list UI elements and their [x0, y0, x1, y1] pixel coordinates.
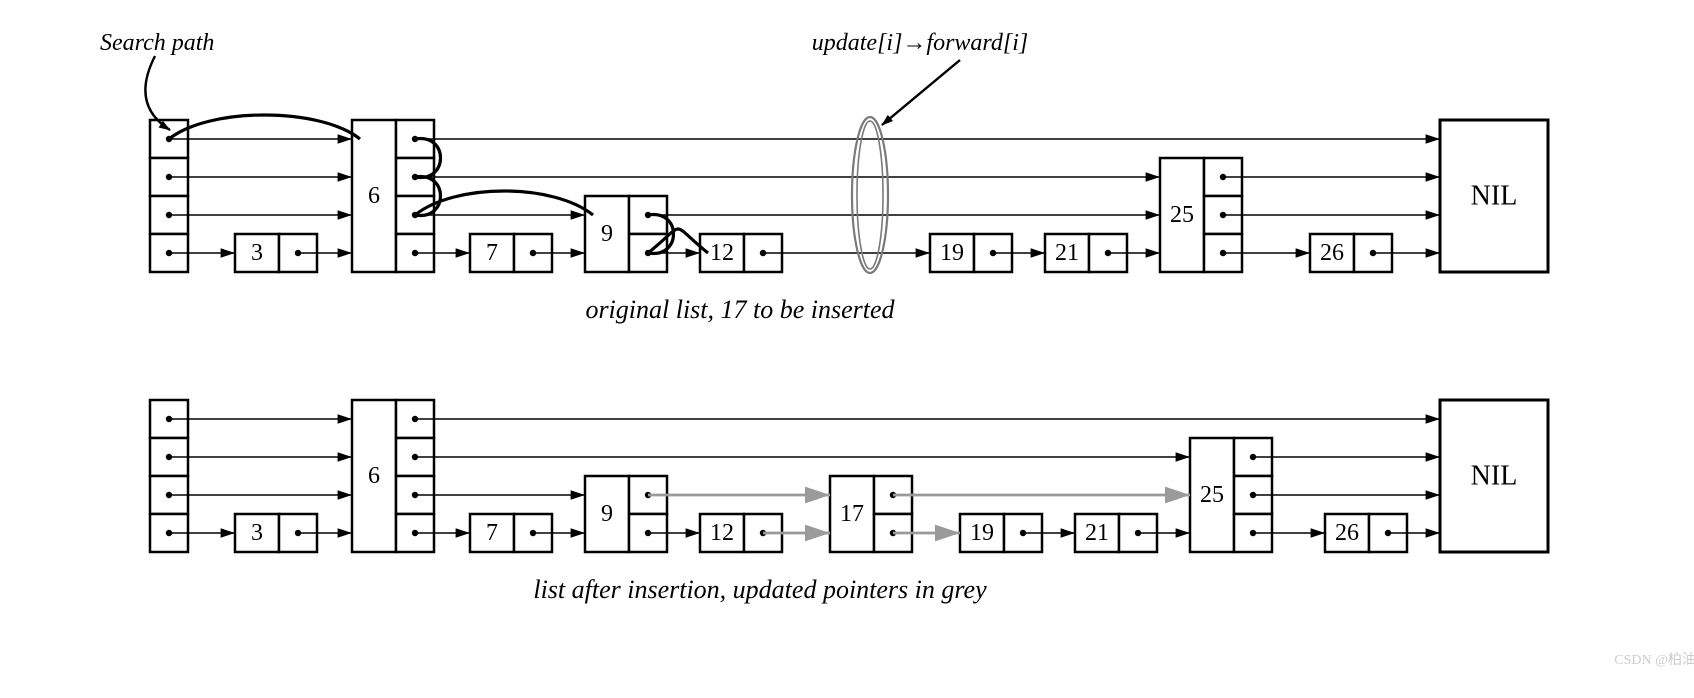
svg-text:7: 7	[486, 240, 498, 266]
svg-text:26: 26	[1320, 240, 1344, 266]
svg-text:list after insertion, updated: list after insertion, updated pointers i…	[533, 575, 987, 604]
svg-text:19: 19	[940, 240, 964, 266]
svg-text:21: 21	[1055, 240, 1079, 266]
svg-text:25: 25	[1170, 202, 1194, 228]
svg-text:3: 3	[251, 240, 263, 266]
svg-text:17: 17	[840, 501, 864, 527]
svg-text:19: 19	[970, 520, 994, 546]
svg-text:Search path: Search path	[100, 30, 214, 56]
svg-text:6: 6	[368, 463, 380, 489]
svg-text:12: 12	[710, 520, 734, 546]
svg-text:update[i]→forward[i]: update[i]→forward[i]	[812, 30, 1028, 56]
svg-text:12: 12	[710, 240, 734, 266]
svg-text:7: 7	[486, 520, 498, 546]
svg-text:3: 3	[251, 520, 263, 546]
svg-text:original list, 17 to be insert: original list, 17 to be inserted	[585, 295, 895, 324]
svg-text:6: 6	[368, 183, 380, 209]
skiplist-diagram: 3 6 7 9 12 19 21 25 26 NIL original list, 17 to be…	[20, 20, 1694, 678]
svg-text:NIL: NIL	[1471, 181, 1518, 212]
svg-text:26: 26	[1335, 520, 1359, 546]
svg-text:25: 25	[1200, 482, 1224, 508]
svg-text:9: 9	[601, 221, 613, 247]
svg-text:CSDN @柏油: CSDN @柏油	[1614, 652, 1694, 668]
svg-text:NIL: NIL	[1471, 461, 1518, 492]
svg-text:21: 21	[1085, 520, 1109, 546]
svg-text:9: 9	[601, 501, 613, 527]
